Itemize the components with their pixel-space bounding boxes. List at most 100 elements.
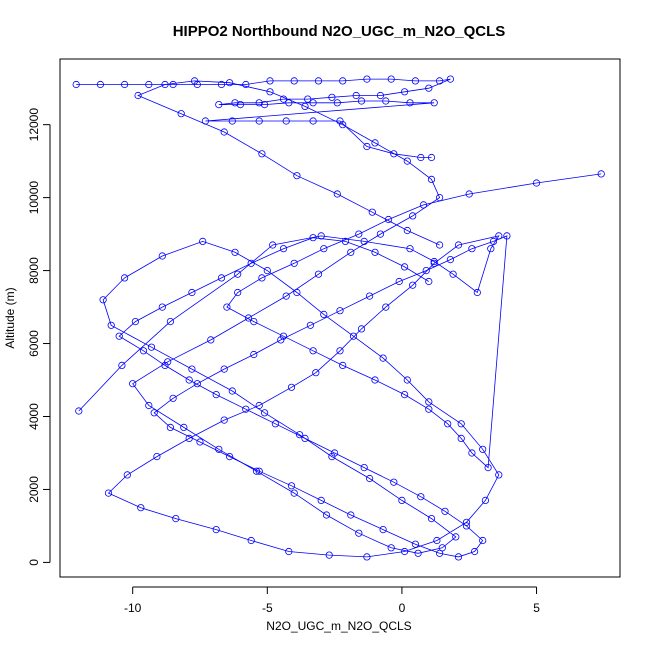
data-point xyxy=(419,201,428,209)
data-point xyxy=(242,80,250,89)
data-point xyxy=(145,80,153,89)
data-point xyxy=(425,84,433,92)
x-axis: -10 -5 0 5 xyxy=(124,586,540,615)
data-point xyxy=(169,80,177,89)
data-point xyxy=(285,547,293,556)
data-point xyxy=(390,478,398,486)
data-point xyxy=(379,354,387,362)
data-point xyxy=(314,270,323,278)
y-tick-label: 0 xyxy=(27,559,41,566)
data-point xyxy=(333,99,341,107)
series-line xyxy=(78,80,500,558)
y-axis-label: Altitude (m) xyxy=(3,287,17,348)
data-point xyxy=(312,369,320,377)
data-point xyxy=(104,489,113,497)
data-point xyxy=(347,248,355,256)
data-point xyxy=(409,281,417,289)
data-point xyxy=(258,150,266,158)
data-point xyxy=(446,255,454,264)
data-point xyxy=(325,551,333,559)
data-point xyxy=(234,288,242,297)
y-tick-label: 6000 xyxy=(27,330,41,357)
data-point xyxy=(465,190,473,198)
data-point xyxy=(301,434,309,442)
data-point xyxy=(328,93,336,101)
data-point xyxy=(433,536,441,545)
data-point xyxy=(220,128,228,136)
data-point xyxy=(293,288,301,297)
data-point xyxy=(188,365,196,373)
y-tick-label: 2000 xyxy=(27,476,41,503)
data-point xyxy=(266,77,274,85)
data-point xyxy=(139,347,148,355)
data-point xyxy=(352,91,360,100)
data-point xyxy=(215,101,223,109)
data-point xyxy=(470,547,479,556)
series-line xyxy=(76,78,451,158)
data-point xyxy=(161,361,169,369)
data-point xyxy=(255,117,263,125)
data-point xyxy=(279,95,288,103)
data-point xyxy=(244,314,253,322)
data-point xyxy=(193,80,201,89)
data-point xyxy=(427,175,436,183)
data-point xyxy=(317,232,325,240)
plot-frame xyxy=(59,58,621,578)
data-point xyxy=(481,496,489,504)
data-point xyxy=(339,121,347,129)
x-tick-label: -10 xyxy=(124,601,142,615)
data-point xyxy=(123,471,131,479)
data-point xyxy=(347,511,355,519)
data-point xyxy=(121,80,129,89)
data-point xyxy=(341,237,349,245)
data-point xyxy=(357,97,366,105)
data-point xyxy=(217,80,226,89)
data-point xyxy=(487,245,495,253)
data-point xyxy=(236,101,244,109)
data-point xyxy=(435,77,444,85)
x-axis-label: N2O_UGC_m_N2O_QCLS xyxy=(266,619,411,633)
data-point xyxy=(379,525,387,534)
x-tick-label: 0 xyxy=(399,601,406,615)
data-point xyxy=(363,75,371,83)
data-point xyxy=(479,536,487,545)
data-point xyxy=(193,380,201,388)
data-point xyxy=(188,288,196,297)
data-point xyxy=(425,398,433,406)
data-point xyxy=(425,277,433,286)
data-point xyxy=(290,489,298,497)
data-point xyxy=(279,332,288,340)
data-point xyxy=(403,226,411,235)
data-point xyxy=(309,234,317,242)
data-point xyxy=(220,365,228,373)
data-point xyxy=(158,303,166,311)
data-point xyxy=(395,277,403,286)
data-point xyxy=(309,347,317,355)
data-point xyxy=(597,170,605,178)
data-point xyxy=(371,376,379,384)
data-point xyxy=(430,259,438,267)
data-point xyxy=(339,77,347,85)
data-point xyxy=(532,179,541,187)
data-point xyxy=(129,380,137,388)
data-point xyxy=(234,270,242,278)
data-point xyxy=(290,77,298,85)
data-point xyxy=(435,241,444,249)
data-point xyxy=(247,536,255,545)
data-point xyxy=(201,117,209,125)
data-point xyxy=(368,208,376,216)
data-point xyxy=(468,449,476,457)
data-point xyxy=(309,117,317,125)
data-point xyxy=(427,514,436,523)
data-point xyxy=(363,553,371,561)
data-point xyxy=(121,274,129,282)
data-point xyxy=(263,266,271,275)
data-point xyxy=(226,79,234,87)
data-point xyxy=(457,434,465,442)
data-point xyxy=(199,237,207,245)
data-point xyxy=(134,91,142,100)
data-point xyxy=(255,401,263,410)
data-point xyxy=(196,438,204,446)
data-point xyxy=(489,237,498,245)
data-point xyxy=(250,317,258,326)
